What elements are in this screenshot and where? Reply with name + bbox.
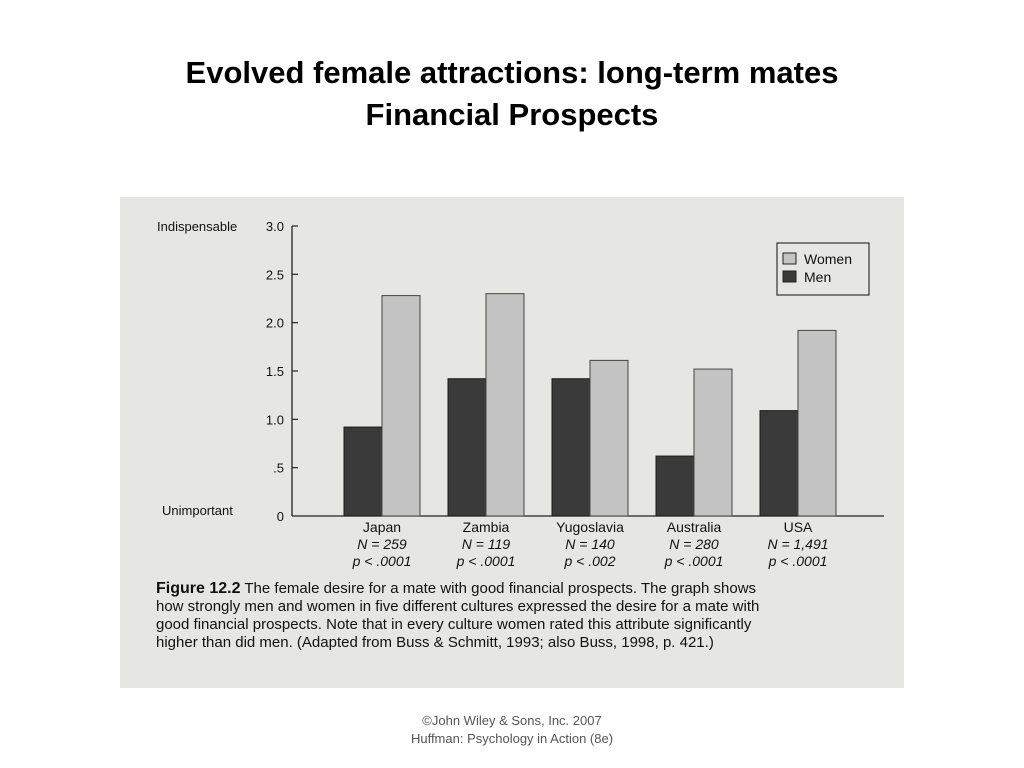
slide-title: Evolved female attractions: long-term ma… bbox=[0, 52, 1024, 136]
x-category-p-label: p < .002 bbox=[564, 553, 616, 569]
figure-caption: Figure 12.2 The female desire for a mate… bbox=[156, 580, 896, 652]
x-category-label: Zambia bbox=[463, 519, 510, 535]
bar-men bbox=[551, 378, 591, 517]
legend-swatch-women bbox=[782, 252, 797, 265]
caption-line-4: higher than did men. (Adapted from Buss … bbox=[156, 634, 714, 651]
y-tick-label: 2.0 bbox=[266, 316, 284, 331]
bar-women bbox=[485, 293, 525, 517]
bar-men bbox=[447, 378, 487, 517]
caption-line-3: good financial prospects. Note that in e… bbox=[156, 616, 752, 633]
x-category-p-label: p < .0001 bbox=[352, 553, 412, 569]
bar-men bbox=[655, 455, 695, 517]
y-axis-top-label: Indispensable bbox=[157, 219, 237, 234]
footer-line-2: Huffman: Psychology in Action (8e) bbox=[410, 731, 614, 746]
x-category-p-label: p < .0001 bbox=[664, 553, 724, 569]
x-category-n-label: N = 1,491 bbox=[767, 536, 828, 552]
bar-women bbox=[589, 359, 629, 517]
legend-swatch-men bbox=[782, 270, 797, 283]
x-category-p-label: p < .0001 bbox=[768, 553, 828, 569]
caption-line-1: The female desire for a mate with good f… bbox=[244, 580, 757, 597]
figure-scan: 3.0 2.5 2.0 1.5 1.0 .5 0 Indispensable Unimporta… bbox=[120, 197, 904, 688]
x-category-label: Japan bbox=[363, 519, 401, 535]
caption-line-2: how strongly men and women in five diffe… bbox=[156, 598, 760, 615]
x-category-label: Yugoslavia bbox=[556, 519, 624, 535]
y-tick-label: 1.0 bbox=[266, 412, 284, 427]
bar-men bbox=[759, 410, 799, 517]
legend-label-men: Men bbox=[804, 269, 831, 285]
bar-women bbox=[797, 329, 837, 517]
x-category-n-label: N = 280 bbox=[669, 536, 719, 552]
bar-chart: 3.0 2.5 2.0 1.5 1.0 .5 0 Indispensable Unimporta… bbox=[157, 219, 884, 569]
bar-women bbox=[381, 295, 421, 517]
figure-label: Figure 12.2 bbox=[156, 580, 241, 597]
footer-line-1: ©John Wiley & Sons, Inc. 2007 bbox=[422, 713, 602, 728]
slide-title-line-2: Financial Prospects bbox=[365, 97, 659, 132]
x-category-n-label: N = 140 bbox=[565, 536, 615, 552]
x-category-n-label: N = 259 bbox=[357, 536, 407, 552]
legend-box bbox=[776, 242, 870, 296]
x-category-n-label: N = 119 bbox=[462, 536, 511, 552]
bar-women bbox=[693, 368, 733, 517]
y-tick-label: 2.5 bbox=[266, 267, 284, 282]
slide-title-line-1: Evolved female attractions: long-term ma… bbox=[185, 55, 839, 90]
bar-men bbox=[343, 426, 383, 517]
x-category-label: Australia bbox=[667, 519, 722, 535]
legend-label-women: Women bbox=[804, 251, 852, 267]
x-category-p-label: p < .0001 bbox=[456, 553, 516, 569]
y-tick-label: 1.5 bbox=[266, 364, 284, 379]
y-tick-label: 3.0 bbox=[266, 219, 284, 234]
y-tick-label: 0 bbox=[277, 509, 284, 524]
y-axis-bottom-label: Unimportant bbox=[162, 503, 233, 518]
y-tick-label: .5 bbox=[273, 461, 284, 476]
x-category-label: USA bbox=[784, 519, 813, 535]
copyright-footer: ©John Wiley & Sons, Inc. 2007 Huffman: P… bbox=[0, 712, 1024, 748]
